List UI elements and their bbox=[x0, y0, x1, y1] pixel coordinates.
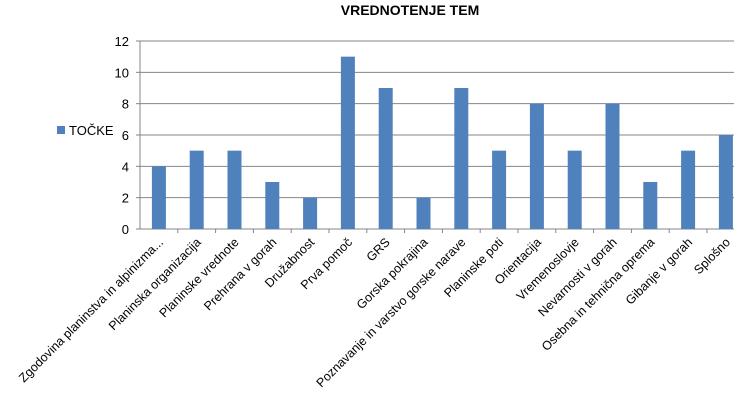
x-tick-label: GRS bbox=[364, 235, 393, 264]
y-tick-label: 12 bbox=[115, 34, 129, 49]
bar bbox=[340, 56, 355, 229]
bar bbox=[567, 150, 582, 229]
chart-title: VREDNOTENJE TEM bbox=[341, 2, 479, 18]
bar bbox=[303, 197, 318, 229]
bar bbox=[492, 150, 507, 229]
y-tick-label: 8 bbox=[122, 97, 129, 112]
y-tick-label: 0 bbox=[122, 222, 129, 237]
bar bbox=[189, 150, 204, 229]
y-tick-label: 2 bbox=[122, 191, 129, 206]
x-tick-label: Zgodovina planinstva in alpinizma... bbox=[16, 235, 166, 385]
y-tick-label: 6 bbox=[122, 128, 129, 143]
bar bbox=[718, 135, 733, 229]
y-tick-label: 4 bbox=[122, 159, 129, 174]
bar bbox=[227, 150, 242, 229]
bar bbox=[681, 150, 696, 229]
legend-label: TOČKE bbox=[69, 123, 114, 138]
legend-swatch bbox=[57, 126, 65, 134]
bar bbox=[378, 88, 393, 229]
x-axis-labels: Zgodovina planinstva in alpinizma...Plan… bbox=[16, 229, 733, 390]
y-tick-label: 10 bbox=[115, 65, 129, 80]
x-tick-label: Gibanje v gorah bbox=[623, 235, 695, 307]
bar bbox=[454, 88, 469, 229]
bar bbox=[643, 182, 658, 229]
legend: TOČKE bbox=[57, 123, 114, 138]
bar bbox=[416, 197, 431, 229]
y-axis-ticks: 0 2 4 6 8 10 12 bbox=[115, 34, 140, 237]
bars bbox=[151, 56, 733, 229]
bar bbox=[151, 166, 166, 229]
bar bbox=[265, 182, 280, 229]
x-tick-label: Splošno bbox=[691, 235, 733, 277]
bar bbox=[605, 103, 620, 229]
bar bbox=[529, 103, 544, 229]
